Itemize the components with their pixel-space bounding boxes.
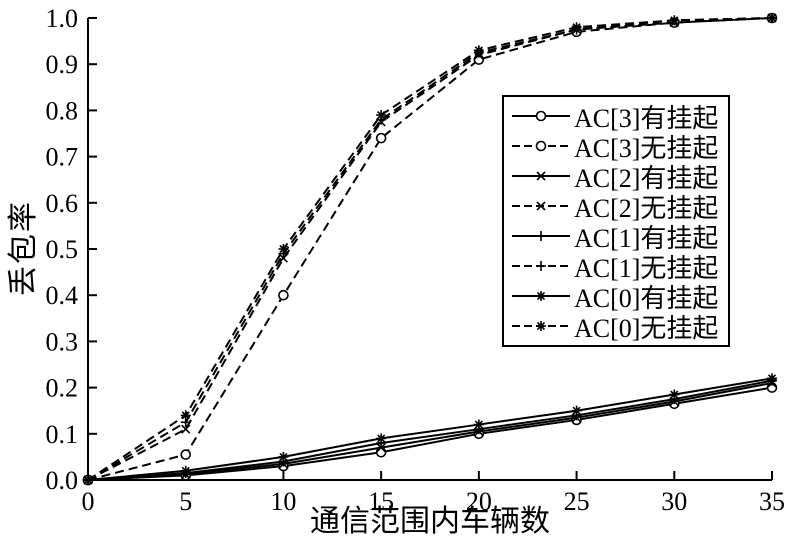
x-tick-label: 35 [759, 487, 785, 516]
legend-item-6: AC[0]有挂起 [510, 281, 718, 313]
y-tick-label: 0.4 [46, 281, 79, 310]
legend-item-7: AC[0]无挂起 [510, 311, 718, 343]
legend-label: AC[0]无挂起 [574, 313, 719, 343]
series-3-line [87, 17, 773, 481]
y-tick-label: 0.0 [46, 466, 79, 495]
legend: AC[3]有挂起 AC[3]无挂起 AC[2]有挂起 AC[2]无挂起 AC[1]有挂起… [502, 95, 731, 347]
y-tick-label: 0.5 [46, 235, 79, 264]
legend-label: AC[1]无挂起 [574, 253, 719, 283]
y-tick-label: 0.2 [46, 374, 79, 403]
y-tick-label: 0.7 [46, 143, 79, 172]
tick-labels: 0 5 10 15 20 25 30 35 0.0 0.1 0.2 0.3 0.4 0.5 0.6 0.7 0.… [46, 4, 786, 516]
legend-sample-x-dashed [512, 201, 570, 211]
y-tick-label: 0.9 [46, 50, 79, 79]
legend-item-3: AC[2]无挂起 [510, 191, 718, 223]
series-4-line [87, 379, 773, 481]
series-2-line [87, 381, 773, 481]
legend-item-4: AC[1]有挂起 [510, 221, 718, 253]
x-tick-label: 15 [368, 487, 394, 516]
series-0-line [87, 386, 773, 481]
x-tick-label: 10 [270, 487, 296, 516]
x-tick-label: 30 [661, 487, 687, 516]
y-axis-title: 丢包率 [7, 200, 40, 296]
legend-item-1: AC[3]无挂起 [510, 131, 718, 163]
y-tick-label: 0.3 [46, 327, 79, 356]
legend-item-0: AC[3]有挂起 [510, 101, 718, 133]
legend-sample-asterisk-solid [512, 291, 570, 301]
legend-sample-x-solid [512, 171, 570, 181]
legend-sample-plus-solid [512, 231, 570, 241]
x-tick-label: 25 [564, 487, 590, 516]
legend-sample-circle-solid [512, 110, 570, 122]
legend-item-2: AC[2]有挂起 [510, 161, 718, 193]
y-tick-label: 0.6 [46, 189, 79, 218]
y-tick-label: 0.1 [46, 420, 79, 449]
axes [87, 17, 773, 481]
legend-label: AC[3]无挂起 [574, 133, 719, 163]
series-6-markers [83, 373, 777, 485]
x-axis-title: 通信范围内车辆数 [310, 505, 550, 538]
series-6-line [87, 377, 773, 481]
x-tick-label: 5 [179, 487, 192, 516]
legend-sample-asterisk-dashed [512, 321, 570, 331]
legend-sample-circle-dashed [512, 140, 570, 152]
series-1-line [87, 17, 773, 481]
legend-item-5: AC[1]无挂起 [510, 251, 718, 283]
legend-label: AC[1]有挂起 [574, 223, 719, 253]
y-tick-label: 0.8 [46, 96, 79, 125]
legend-label: AC[0]有挂起 [574, 283, 719, 313]
legend-label: AC[2]无挂起 [574, 193, 719, 223]
x-tick-label: 20 [466, 487, 492, 516]
series-7-line [87, 17, 773, 481]
y-tick-label: 1.0 [46, 4, 79, 33]
legend-label: AC[3]有挂起 [574, 103, 719, 133]
legend-label: AC[2]有挂起 [574, 163, 719, 193]
legend-sample-plus-dashed [512, 261, 570, 271]
x-tick-label: 0 [82, 487, 95, 516]
series-7-markers [83, 13, 777, 485]
